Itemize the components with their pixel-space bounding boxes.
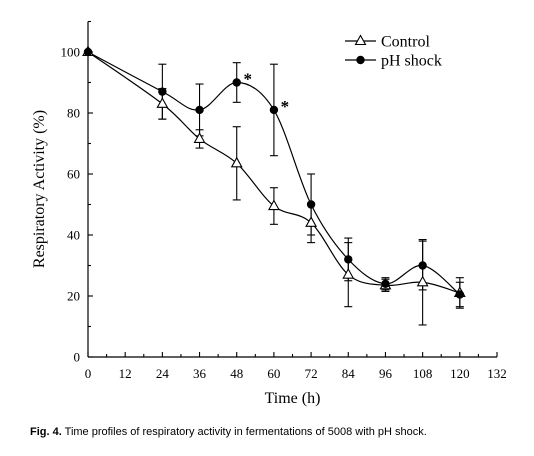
legend-item-control: Control bbox=[345, 34, 430, 51]
data-point-control bbox=[416, 275, 429, 287]
data-point-control bbox=[342, 268, 355, 279]
x-tick-label: 48 bbox=[230, 366, 243, 381]
x-tick-label: 84 bbox=[342, 366, 356, 381]
data-point-ph-shock bbox=[83, 47, 93, 57]
annotations: ** bbox=[243, 70, 289, 116]
series-line-ph-shock bbox=[87, 51, 461, 295]
figure-caption: Fig. 4. Time profiles of respiratory act… bbox=[30, 425, 427, 439]
data-point-control bbox=[230, 156, 243, 168]
data-point-ph-shock bbox=[195, 105, 204, 115]
x-tick-label: 132 bbox=[487, 366, 507, 381]
y-tick-label: 80 bbox=[67, 106, 80, 121]
x-tick-label: 24 bbox=[156, 366, 170, 381]
x-tick-label: 72 bbox=[305, 366, 318, 381]
x-tick-label: 60 bbox=[267, 366, 280, 381]
legend-label-control: Control bbox=[381, 34, 430, 51]
x-tick-label: 108 bbox=[413, 366, 433, 381]
data-point-ph-shock bbox=[158, 87, 167, 96]
legend-item-ph-shock: pH shock bbox=[345, 53, 442, 70]
y-tick-label: 0 bbox=[74, 350, 81, 365]
data-point-ph-shock bbox=[455, 290, 465, 299]
data-point-control bbox=[305, 216, 318, 227]
data-point-ph-shock bbox=[232, 78, 241, 87]
x-tick-label: 12 bbox=[119, 366, 132, 381]
data-point-ph-shock bbox=[381, 279, 390, 288]
y-axis-title: Respiratory Activity (%) bbox=[31, 110, 48, 268]
data-point-control bbox=[267, 199, 280, 211]
data-point-ph-shock bbox=[269, 105, 279, 115]
legend-label-ph-shock: pH shock bbox=[381, 53, 442, 70]
x-axis-title: Time (h) bbox=[265, 390, 321, 407]
series-line-control bbox=[87, 51, 460, 294]
filled-circle-icon bbox=[356, 55, 365, 65]
x-tick-label: 96 bbox=[379, 366, 393, 381]
open-triangle-icon bbox=[354, 34, 367, 46]
x-tick-label: 0 bbox=[85, 366, 92, 381]
data-markers bbox=[82, 45, 466, 299]
respiratory-activity-chart: 0 12 24 36 48 60 72 84 96 108 120 132 0 20 40 60 80 100 *… bbox=[31, 20, 507, 407]
y-tick-label: 20 bbox=[67, 289, 80, 304]
axes: 0 12 24 36 48 60 72 84 96 108 120 132 0 20 40 60 80 100 bbox=[61, 20, 507, 381]
series-lines bbox=[87, 51, 461, 295]
legend: Control pH shock bbox=[345, 34, 442, 70]
figure-caption-label: Fig. 4. bbox=[30, 426, 62, 438]
figure-caption-text: Time profiles of respiratory activity in… bbox=[64, 426, 427, 438]
y-tick-label: 100 bbox=[61, 45, 81, 60]
y-tick-label: 60 bbox=[67, 167, 80, 182]
x-tick-label: 36 bbox=[193, 366, 207, 381]
data-point-ph-shock bbox=[344, 255, 353, 264]
data-point-control bbox=[193, 132, 206, 143]
significance-asterisk: * bbox=[281, 97, 290, 116]
data-point-ph-shock bbox=[306, 200, 316, 209]
significance-asterisk: * bbox=[243, 70, 252, 89]
data-point-control bbox=[156, 97, 169, 108]
y-tick-label: 40 bbox=[67, 228, 80, 243]
x-tick-label: 120 bbox=[450, 366, 470, 381]
data-point-ph-shock bbox=[418, 261, 427, 270]
